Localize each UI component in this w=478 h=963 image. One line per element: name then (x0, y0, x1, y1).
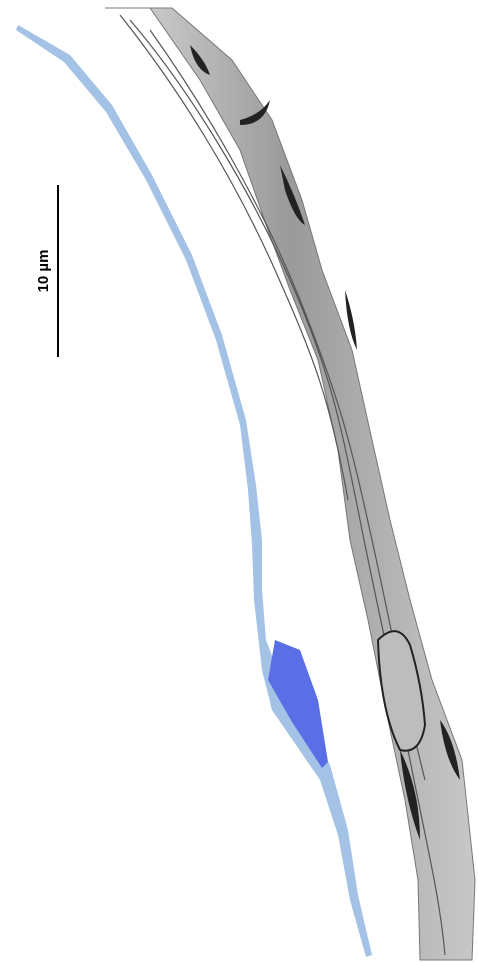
scale-bar-label: 10 µm (35, 250, 52, 293)
page: 10 µm (() => { const data = JSON.parse(d… (0, 0, 478, 963)
figure: 10 µm (0, 0, 478, 963)
scale-bar: 10 µm (35, 185, 58, 357)
cell-membrane (16, 25, 372, 957)
micrograph (105, 8, 475, 960)
traced-cell (16, 25, 372, 957)
micrograph-strip (105, 8, 475, 960)
